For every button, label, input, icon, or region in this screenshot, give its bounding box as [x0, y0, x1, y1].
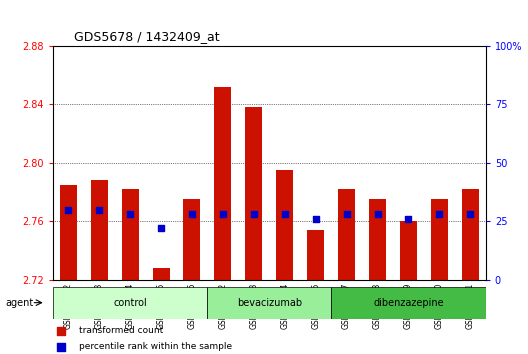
Point [435, 211, 444, 217]
Text: agent: agent [5, 298, 34, 308]
Text: percentile rank within the sample: percentile rank within the sample [79, 342, 232, 352]
Point [219, 211, 227, 217]
Bar [208, 287, 331, 319]
Bar [53, 287, 208, 319]
Point [126, 211, 134, 217]
Bar [60, 185, 77, 280]
Bar [153, 268, 169, 280]
Bar [91, 181, 108, 280]
Bar [307, 230, 324, 280]
Bar [462, 189, 479, 280]
Bar [183, 199, 201, 280]
Point [57, 344, 65, 350]
Point [312, 216, 320, 222]
Bar [331, 287, 486, 319]
Bar [276, 170, 293, 280]
Bar [338, 189, 355, 280]
Point [95, 207, 103, 212]
Text: bevacizumab: bevacizumab [237, 298, 302, 308]
Bar [369, 199, 386, 280]
Bar [431, 199, 448, 280]
Point [373, 211, 382, 217]
Bar [121, 189, 139, 280]
Bar [246, 107, 262, 280]
Point [250, 211, 258, 217]
Point [404, 216, 413, 222]
Point [157, 225, 165, 231]
Bar [400, 221, 417, 280]
Point [64, 207, 72, 212]
Point [466, 211, 475, 217]
Text: dibenzazepine: dibenzazepine [373, 298, 444, 308]
Point [57, 328, 65, 334]
Bar [214, 87, 231, 280]
Point [280, 211, 289, 217]
Text: transformed count: transformed count [79, 326, 163, 336]
Text: control: control [113, 298, 147, 308]
Text: GDS5678 / 1432409_at: GDS5678 / 1432409_at [74, 30, 220, 44]
Point [342, 211, 351, 217]
Point [188, 211, 196, 217]
